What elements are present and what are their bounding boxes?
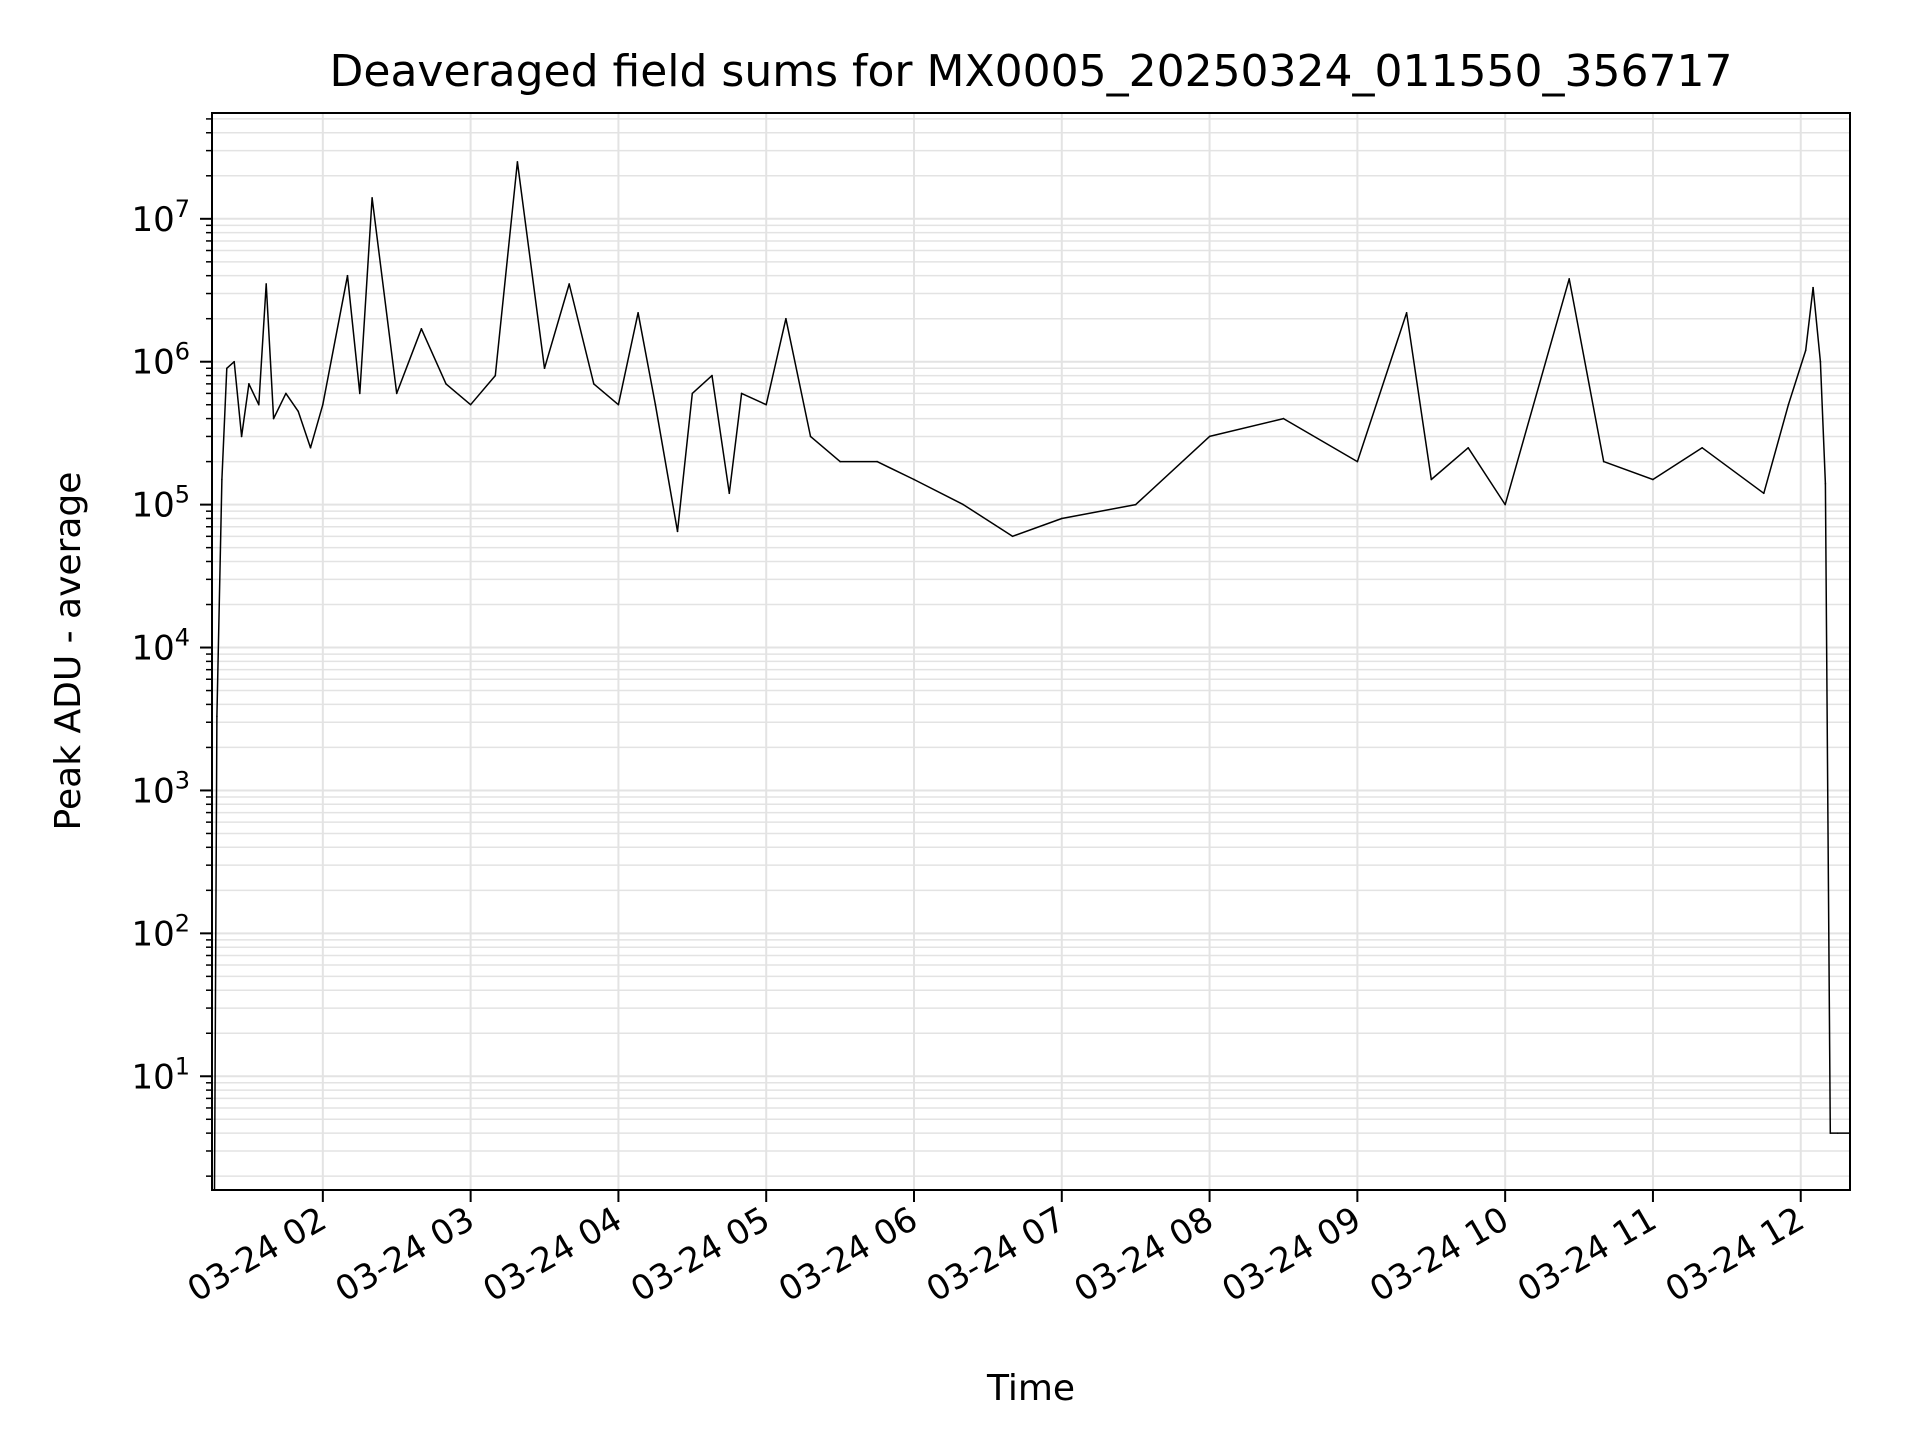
- data-point: [637, 311, 639, 314]
- data-point: [1804, 349, 1807, 352]
- data-point: [1504, 503, 1506, 506]
- grid: [212, 113, 1850, 1190]
- data-point: [1812, 286, 1814, 289]
- data-point: [225, 367, 228, 370]
- data-point: [1405, 311, 1408, 314]
- data-point: [1829, 1132, 1832, 1134]
- plot-frame: [211, 112, 1851, 1191]
- data-point: [1787, 403, 1790, 406]
- data-point: [346, 274, 349, 277]
- data-point: [809, 435, 812, 438]
- data-point: [494, 374, 497, 377]
- data-point: [258, 403, 260, 406]
- y-tick-label: 102: [131, 909, 190, 954]
- data-point: [285, 392, 287, 395]
- y-tick-label: 105: [131, 481, 190, 526]
- data-point: [765, 403, 768, 406]
- data-point: [1430, 478, 1433, 481]
- data-point: [297, 410, 300, 413]
- data-point: [1467, 446, 1470, 449]
- y-axis-label: Peak ADU - average: [48, 472, 89, 831]
- data-point: [1819, 360, 1822, 363]
- data-point: [1824, 482, 1827, 485]
- data-point: [1208, 435, 1211, 438]
- data-point: [1568, 278, 1570, 280]
- data-point: [358, 392, 361, 395]
- data-point: [543, 367, 546, 370]
- data-point: [309, 446, 312, 449]
- data-point: [785, 317, 787, 320]
- data-point: [1356, 460, 1359, 463]
- series-line: [213, 161, 1850, 1191]
- data-point: [568, 283, 570, 285]
- data-point: [1602, 460, 1605, 463]
- data-point: [1652, 478, 1654, 481]
- data-point: [265, 283, 267, 285]
- y-tick-label: 104: [131, 624, 190, 669]
- data-point: [233, 360, 235, 363]
- data-point: [876, 460, 878, 463]
- data-point: [740, 392, 743, 395]
- data-point: [371, 197, 373, 199]
- y-tick-label: 101: [131, 1052, 190, 1097]
- data-point: [272, 417, 275, 420]
- data-point: [395, 392, 398, 395]
- data-point: [711, 374, 713, 377]
- data-point: [962, 503, 965, 506]
- data-point: [617, 403, 620, 406]
- y-tick-label: 103: [131, 766, 190, 811]
- y-tick-label: 106: [131, 338, 190, 383]
- data-point: [420, 327, 423, 330]
- chart-title: Deaveraged field sums for MX0005_2025032…: [330, 46, 1733, 97]
- data-point: [1762, 492, 1765, 495]
- data-point: [1011, 535, 1014, 538]
- data-point: [248, 383, 250, 385]
- x-axis-label: Time: [986, 1368, 1075, 1409]
- data-point: [469, 403, 472, 406]
- data-point: [1701, 446, 1704, 449]
- data-point: [1134, 503, 1137, 506]
- data-point: [913, 478, 915, 481]
- data-point: [654, 403, 657, 406]
- data-point: [1060, 517, 1063, 520]
- data-point: [592, 383, 595, 385]
- data-point: [1836, 1132, 1839, 1134]
- y-tick-label: 107: [131, 195, 190, 240]
- data-point: [240, 435, 243, 438]
- data-point: [839, 460, 841, 463]
- data-point: [221, 478, 223, 481]
- data-point: [516, 161, 519, 163]
- data-point: [691, 392, 694, 395]
- data-point: [445, 383, 447, 385]
- data-point: [322, 403, 324, 406]
- series-layer: [213, 161, 1851, 1191]
- data-point: [216, 715, 218, 718]
- data-point: [728, 492, 731, 495]
- data-point: [1282, 417, 1285, 420]
- data-point: [676, 530, 679, 533]
